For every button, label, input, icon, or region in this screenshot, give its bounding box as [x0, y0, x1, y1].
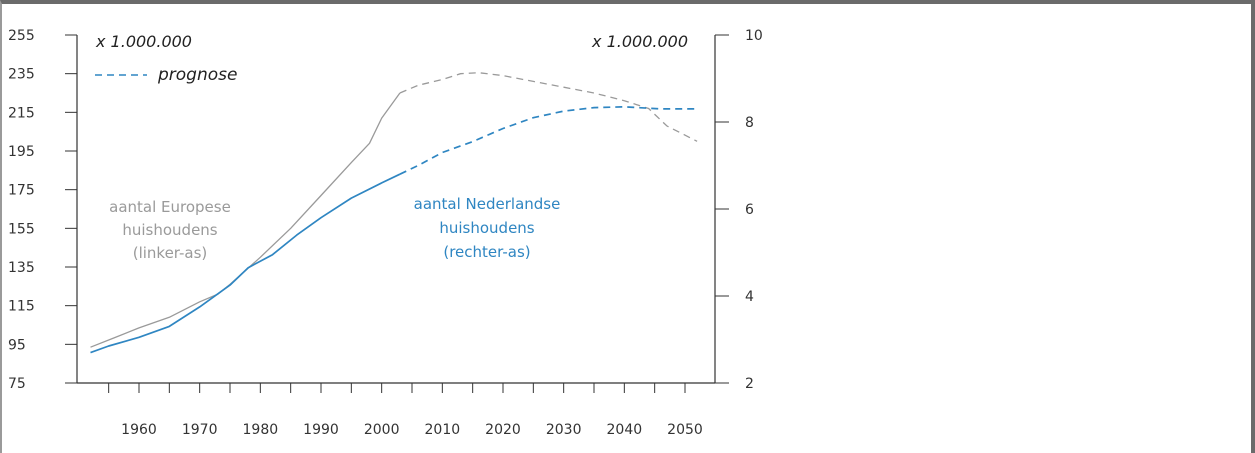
- left-tick-label-175: 175: [8, 183, 35, 199]
- right-tick-label-4: 4: [745, 289, 754, 305]
- x-tick-label-1980: 1980: [243, 422, 279, 438]
- x-axis: 1960 1970 1980 1990 2000 2010 2020 2030 2040 2050: [77, 382, 715, 438]
- left-tick-label-155: 155: [8, 221, 35, 237]
- left-axis: 255 235 215 195 175 155 135 115 95 75: [8, 28, 78, 392]
- x-tick-label-2010: 2010: [425, 422, 461, 438]
- netherlands-series-line: [90, 173, 401, 354]
- europe-forecast-line: [399, 72, 698, 142]
- left-tick-label-95: 95: [8, 337, 26, 353]
- netherlands-annotation-line-1: aantal Nederlandse: [414, 195, 561, 213]
- europe-annotation-line-3: (linker-as): [133, 244, 208, 262]
- netherlands-annotation-line-3: (rechter-as): [443, 243, 530, 261]
- x-tick-label-1970: 1970: [182, 422, 218, 438]
- series-group: [90, 72, 698, 354]
- right-axis-unit: x 1.000.000: [591, 32, 688, 51]
- left-tick-label-115: 115: [8, 299, 35, 315]
- left-axis-unit: x 1.000.000: [95, 32, 192, 51]
- x-tick-label-2040: 2040: [607, 422, 643, 438]
- right-tick-label-10: 10: [745, 28, 763, 44]
- left-tick-label-75: 75: [8, 376, 26, 392]
- netherlands-forecast-line: [399, 105, 698, 175]
- left-tick-label-235: 235: [8, 67, 35, 83]
- netherlands-annotation-line-2: huishoudens: [439, 219, 534, 237]
- legend-label: prognose: [157, 65, 237, 85]
- netherlands-series-annotation: aantal Nederlandse huishoudens (rechter-…: [414, 195, 561, 261]
- right-tick-label-6: 6: [745, 202, 754, 218]
- right-axis: 10 8 6 4 2: [714, 28, 763, 392]
- left-tick-label-195: 195: [8, 144, 35, 160]
- x-tick-label-2000: 2000: [364, 422, 400, 438]
- x-tick-label-2020: 2020: [485, 422, 521, 438]
- europe-annotation-line-1: aantal Europese: [109, 198, 231, 216]
- left-tick-label-135: 135: [8, 260, 35, 276]
- x-tick-label-1960: 1960: [121, 422, 157, 438]
- right-tick-label-2: 2: [745, 376, 754, 392]
- legend: prognose: [95, 65, 237, 85]
- x-tick-label-1990: 1990: [303, 422, 339, 438]
- europe-annotation-line-2: huishoudens: [122, 221, 217, 239]
- x-tick-label-2030: 2030: [546, 422, 582, 438]
- left-tick-label-215: 215: [8, 105, 35, 121]
- x-tick-label-2050: 2050: [667, 422, 703, 438]
- europe-series-annotation: aantal Europese huishoudens (linker-as): [109, 198, 231, 262]
- left-tick-label-255: 255: [8, 28, 35, 44]
- right-tick-label-8: 8: [745, 115, 754, 131]
